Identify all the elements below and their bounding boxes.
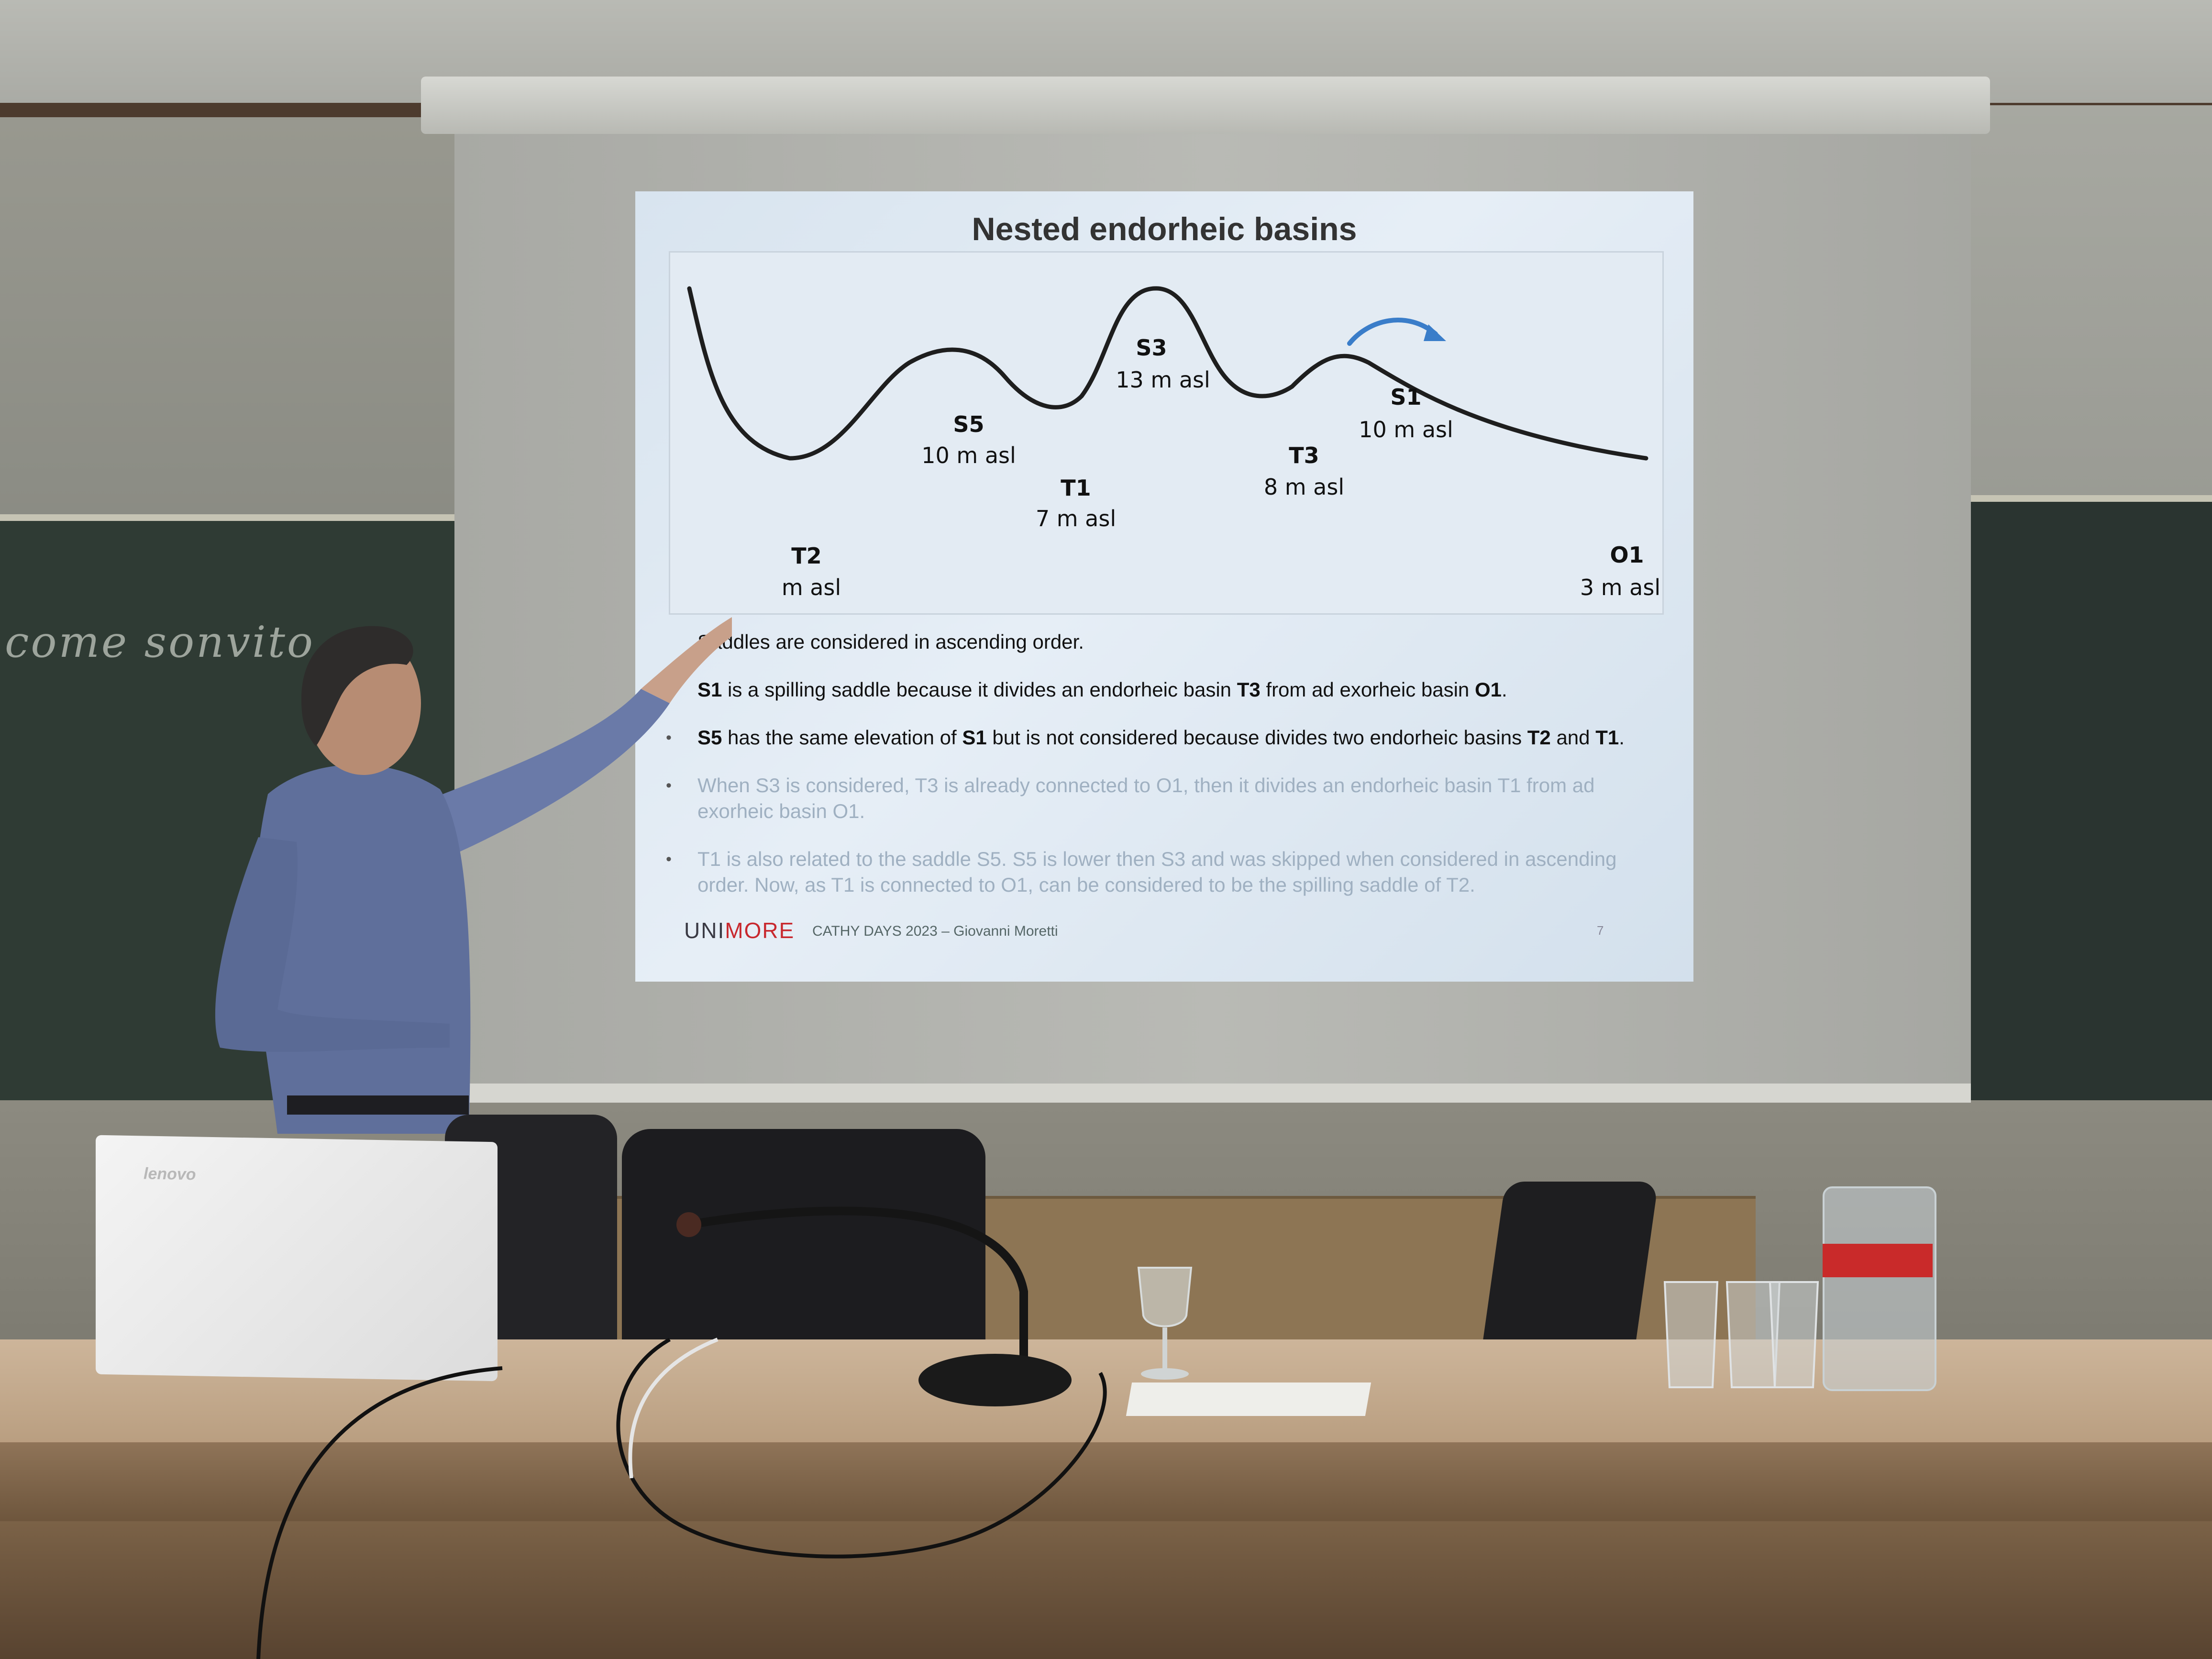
label-s5: S5 10 m asl: [921, 411, 1016, 468]
bullet-item: S1 is a spilling saddle because it divid…: [697, 677, 1645, 703]
bullet-item-faded: • T1 is also related to the saddle S5. S5…: [666, 846, 1645, 898]
bullet-item: • S5 has the same elevation of S1 but is …: [666, 725, 1645, 751]
logo-more: MORE: [725, 918, 795, 943]
wall-right: [1957, 105, 2212, 498]
basin-profile-svg: S3 13 m asl S5 10 m asl S1 10 m asl T1 7…: [687, 286, 1660, 600]
presenter-figure: [215, 617, 732, 1134]
label-t3-elevation: 8 m asl: [1264, 474, 1344, 500]
bullet-bold: S1: [697, 678, 722, 701]
table-edge: [0, 1442, 2212, 1524]
bullet-bold: T1: [1595, 726, 1619, 749]
bullet-bold: T2: [1527, 726, 1551, 749]
chalkboard-right: [1957, 495, 2212, 1122]
logo-uni: UNI: [684, 918, 725, 943]
water-pitcher-lid-band: [1823, 1244, 1933, 1277]
wine-glass: [1137, 1267, 1193, 1380]
bullet-text: but is not considered because divides tw…: [986, 726, 1527, 749]
bullet-text: is a spilling saddle because it divides …: [722, 678, 1237, 701]
label-t3: T3 8 m asl: [1264, 442, 1344, 500]
bullet-text: When S3 is considered, T3 is already con…: [697, 774, 1595, 822]
bullet-text: and: [1550, 726, 1596, 749]
bullet-dot: •: [666, 776, 672, 795]
bullet-text: T1 is also related to the saddle S5. S5 …: [697, 848, 1617, 896]
label-s3-id: S3: [1136, 335, 1167, 361]
chair: [1480, 1182, 1659, 1363]
table-front: [0, 1521, 2212, 1659]
label-o1-elevation: 3 m asl: [1580, 575, 1660, 600]
bullet-text: .: [1619, 726, 1625, 749]
label-s5-id: S5: [953, 411, 984, 437]
label-t1-elevation: 7 m asl: [1036, 506, 1116, 531]
label-s1-elevation: 10 m asl: [1359, 417, 1453, 442]
slide-bullet-list: Saddles are considered in ascending orde…: [666, 629, 1645, 920]
bullet-bold: S1: [962, 726, 987, 749]
chair: [622, 1129, 985, 1349]
presenter-belt: [287, 1095, 469, 1115]
bullet-bold: S5: [697, 726, 722, 749]
paper-sheet: [1126, 1382, 1371, 1416]
bullet-text: has the same elevation of: [722, 726, 962, 749]
presenter-lower-arm: [215, 837, 450, 1052]
label-t2-elevation: m asl: [782, 575, 841, 600]
presenter-hair: [301, 626, 413, 746]
bullet-dot: •: [666, 850, 672, 868]
basin-diagram: S3 13 m asl S5 10 m asl S1 10 m asl T1 7…: [669, 251, 1664, 615]
label-s5-elevation: 10 m asl: [921, 442, 1016, 468]
bullet-dot: •: [666, 729, 672, 747]
label-t3-id: T3: [1289, 442, 1319, 468]
drinking-glasses: [1663, 1281, 1819, 1388]
label-o1: O1 3 m asl: [1580, 542, 1660, 600]
label-s1: S1 10 m asl: [1359, 384, 1453, 442]
microphone-base: [918, 1354, 1072, 1406]
label-s3-elevation: 13 m asl: [1116, 367, 1210, 393]
laptop-brand-logo: lenovo: [144, 1164, 196, 1184]
unimore-logo: UNIMORE: [684, 918, 795, 943]
bullet-item: Saddles are considered in ascending orde…: [697, 629, 1645, 655]
bullet-text: ddles are considered in ascending order.: [722, 630, 1084, 653]
microphone-gooseneck: [676, 1206, 1028, 1363]
wall-left: [0, 117, 459, 514]
bullet-text: .: [1501, 678, 1507, 701]
slide-footer-text: CATHY DAYS 2023 – Giovanni Moretti: [812, 923, 1058, 939]
label-s1-id: S1: [1390, 384, 1421, 410]
bullet-bold: O1: [1474, 678, 1502, 701]
bullet-item-faded: • When S3 is considered, T3 is already co…: [666, 773, 1645, 824]
water-pitcher: [1823, 1186, 1936, 1391]
projection-screen-bottom-bar: [454, 1084, 1971, 1103]
label-s3: S3 13 m asl: [1116, 335, 1210, 393]
bullet-bold: T3: [1237, 678, 1261, 701]
slide-title: Nested endorheic basins: [972, 211, 1357, 247]
label-t1-id: T1: [1061, 475, 1091, 501]
label-o1-id: O1: [1610, 542, 1644, 568]
presenter-arm: [431, 689, 670, 856]
presenter-forearm: [641, 617, 732, 703]
terrain-profile-line: [687, 286, 1648, 461]
chalkboard-text: come sonvito: [5, 617, 315, 667]
presentation-slide: Nested endorheic basins S3 13 m asl S5 1…: [635, 191, 1693, 982]
projection-screen-housing: [421, 77, 1990, 134]
spill-arrow: [1347, 318, 1438, 346]
label-t1: T1 7 m asl: [1036, 475, 1116, 531]
label-t2-id: T2: [791, 543, 821, 569]
slide-number: 7: [1597, 923, 1604, 938]
label-t2: T2 m asl: [782, 543, 841, 600]
cables: [256, 1338, 1107, 1659]
bullet-text: from ad exorheic basin: [1260, 678, 1475, 701]
spill-arrow-head: [1424, 324, 1446, 341]
